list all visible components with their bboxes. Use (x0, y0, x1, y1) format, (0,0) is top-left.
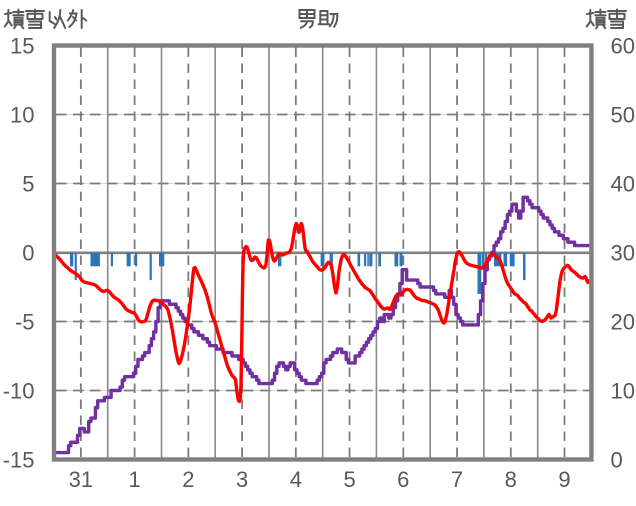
svg-text:8: 8 (505, 467, 517, 492)
svg-text:4: 4 (290, 467, 302, 492)
svg-text:10: 10 (611, 378, 635, 403)
svg-text:10: 10 (10, 102, 34, 127)
svg-text:-15: -15 (3, 447, 35, 472)
svg-text:9: 9 (558, 467, 570, 492)
svg-text:2: 2 (182, 467, 194, 492)
svg-text:-5: -5 (15, 309, 35, 334)
svg-text:7: 7 (451, 467, 463, 492)
svg-text:0: 0 (611, 447, 623, 472)
svg-text:1: 1 (128, 467, 140, 492)
svg-text:6: 6 (397, 467, 409, 492)
svg-text:30: 30 (611, 240, 635, 265)
svg-text:20: 20 (611, 309, 635, 334)
svg-text:0: 0 (22, 240, 34, 265)
svg-text:-10: -10 (3, 378, 35, 403)
svg-text:40: 40 (611, 171, 635, 196)
svg-text:15: 15 (10, 33, 34, 58)
svg-text:31: 31 (69, 467, 93, 492)
svg-text:50: 50 (611, 102, 635, 127)
svg-text:3: 3 (236, 467, 248, 492)
svg-text:60: 60 (611, 33, 635, 58)
svg-text:5: 5 (22, 171, 34, 196)
svg-text:5: 5 (343, 467, 355, 492)
